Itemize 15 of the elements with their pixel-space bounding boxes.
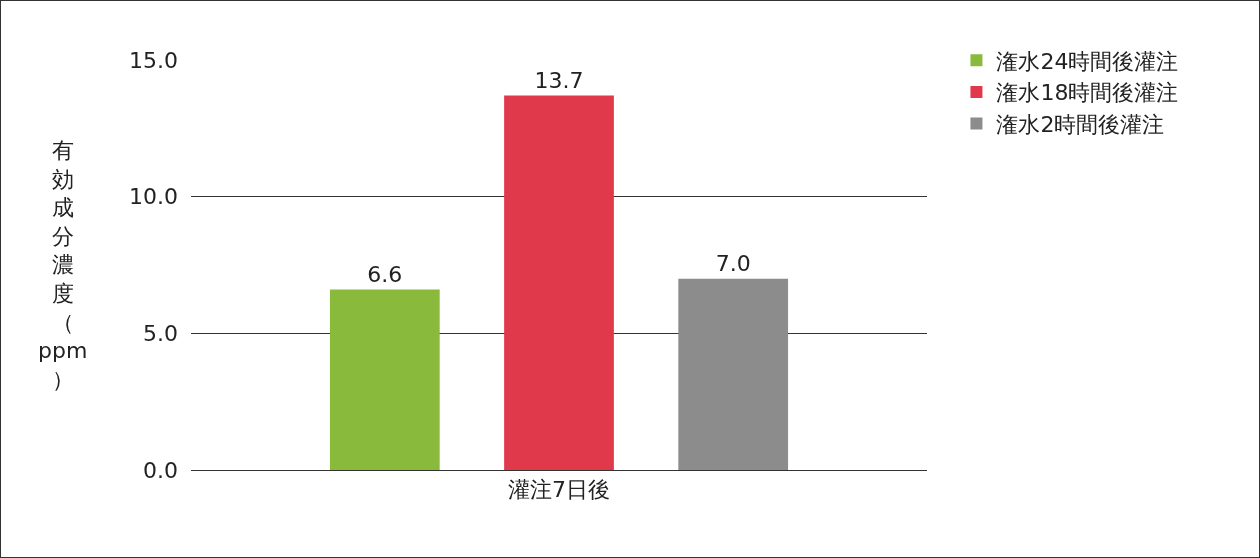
text: 有効成分濃度（ppm） <box>38 138 88 392</box>
y-tick-label: 10.0 <box>129 184 178 210</box>
x-tick-label: 灌注7日後 <box>508 477 610 503</box>
data-label: 7.0 <box>715 250 751 276</box>
y-tick-label: 0.0 <box>143 457 178 483</box>
y-tick-label: 5.0 <box>143 321 178 347</box>
legend-label: 潅水2時間後灌注 <box>996 112 1165 138</box>
data-label: 13.7 <box>534 67 584 93</box>
legend-label: 潅水24時間後灌注 <box>996 48 1179 74</box>
bar <box>678 278 789 470</box>
data-label: 6.6 <box>367 261 403 287</box>
y-tick-label: 15.0 <box>129 47 178 73</box>
bar <box>504 95 614 470</box>
legend-label: 潅水18時間後灌注 <box>996 80 1179 106</box>
bar <box>329 289 440 470</box>
